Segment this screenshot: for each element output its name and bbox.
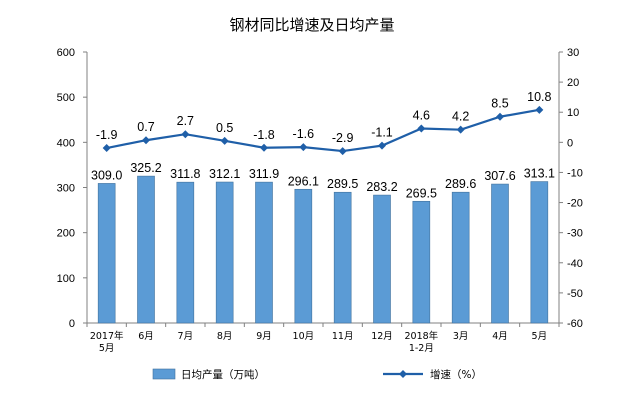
left-tick-label: 100 [57,273,75,285]
x-tick-label: 2018年 1-2月 [404,330,438,354]
growth-marker [378,141,386,150]
axes: 0 100 200 300 400 500 600 -60 -50 -40 -30 -20 -10 0 10… [57,47,583,354]
line-value-label: -1.8 [253,128,275,142]
bar-value-label: 307.6 [484,169,515,183]
data-labels: 309.0 325.2 311.8 312.1 311.9 296.1 289.5 283.2… [91,90,555,200]
legend-bar-swatch [152,368,176,380]
line-value-label: -1.1 [371,126,393,140]
bar-value-label: 325.2 [130,161,161,175]
growth-marker [102,144,111,153]
line-value-label: 8.5 [491,97,508,111]
bar [97,183,116,324]
line-value-label: 2.7 [177,114,194,128]
right-tick-label: -10 [567,167,583,179]
legend-line-label: 增速（%） [430,368,482,381]
bar-value-label: 296.1 [288,174,319,188]
growth-marker [220,136,229,145]
x-tick-label: 2017年 5月 [90,330,124,354]
right-tick-label: -20 [567,198,583,210]
bar [451,191,470,324]
bar-value-label: 312.1 [209,167,240,181]
line-series [102,105,544,156]
x-tick-label: 6月 [138,331,154,342]
line-value-label: 0.5 [216,121,233,135]
legend-line-marker [399,370,407,378]
growth-line [106,108,540,153]
bar [491,183,509,324]
chart-title: 钢材同比增速及日均产量 [229,16,394,34]
x-tick-label: 12月 [371,331,393,342]
x-tick-label: 3月 [453,331,469,342]
bar-value-label: 311.8 [170,167,200,181]
growth-marker [496,112,504,121]
x-tick-label: 4月 [492,331,508,342]
bar [333,191,352,324]
line-value-label: 4.2 [452,110,469,124]
line-value-label: -2.9 [332,131,354,145]
left-tick-label: 200 [57,228,75,240]
growth-marker [142,136,150,145]
growth-marker [535,105,544,114]
line-value-label: 4.6 [413,108,430,122]
growth-marker [417,124,426,133]
left-tick-label: 500 [57,92,75,104]
bar [255,181,273,324]
right-tick-label: -50 [567,288,583,300]
bar-value-label: 311.9 [249,167,279,181]
right-tick-label: -60 [567,318,583,330]
bar [373,194,391,324]
bar [176,181,195,324]
left-tick-label: 600 [57,47,75,59]
bar-value-label: 283.2 [366,180,397,194]
right-tick-label: -40 [567,258,583,270]
right-tick-label: -30 [567,228,583,240]
bar [137,175,155,324]
left-tick-label: 300 [57,183,75,195]
x-tick-label: 9月 [256,331,272,342]
right-tick-label: 0 [567,137,573,149]
line-value-label: -1.6 [293,127,315,141]
growth-marker [260,143,268,152]
x-tick-label: 8月 [217,331,233,342]
legend: 日均产量（万吨） 增速（%） [152,368,482,381]
bar-value-label: 309.0 [91,168,122,182]
left-tick-label: 400 [57,137,75,149]
x-tick-label: 11月 [332,331,354,342]
bar-series [97,175,549,324]
bar-value-label: 289.6 [445,177,476,191]
left-tick-label: 0 [69,318,75,330]
line-value-label: 0.7 [137,120,154,134]
x-tick-label: 5月 [532,331,548,342]
right-tick-label: 30 [567,47,579,59]
line-value-label: -1.9 [96,128,118,142]
bar [294,188,313,324]
line-value-label: 10.8 [527,90,551,104]
right-tick-label: 20 [567,77,579,89]
growth-marker [181,130,190,139]
bar [530,181,549,324]
bar-value-label: 289.5 [327,177,358,191]
growth-marker [456,125,465,134]
bar [215,181,234,324]
legend-bar-label: 日均产量（万吨） [181,368,265,381]
growth-marker [338,147,347,156]
bar-value-label: 313.1 [524,167,555,181]
growth-marker [299,143,308,152]
bar-value-label: 269.5 [406,186,437,200]
x-tick-label: 10月 [293,331,315,342]
right-tick-label: 10 [567,107,579,119]
bar [412,200,431,324]
x-tick-label: 7月 [178,331,194,342]
